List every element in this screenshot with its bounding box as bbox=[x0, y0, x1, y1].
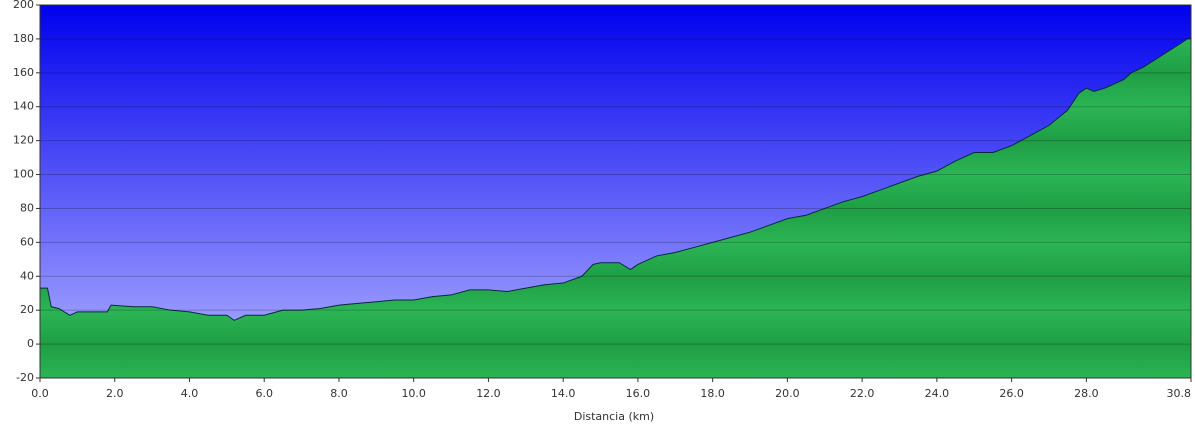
x-axis-label: Distancia (km) bbox=[574, 410, 654, 423]
y-tick-label: 140 bbox=[13, 100, 34, 113]
x-tick-label: 26.0 bbox=[999, 387, 1024, 400]
y-tick-label: 180 bbox=[13, 32, 34, 45]
y-tick-label: 80 bbox=[20, 201, 34, 214]
area-fill bbox=[40, 38, 1191, 379]
x-tick-label: 28.0 bbox=[1074, 387, 1099, 400]
x-tick-label: 8.0 bbox=[330, 387, 348, 400]
plot-border bbox=[39, 4, 1192, 379]
y-tick-label: 60 bbox=[20, 235, 34, 248]
x-tick-label: 2.0 bbox=[106, 387, 124, 400]
y-tick-label: 0 bbox=[27, 337, 34, 350]
y-tick-label: 40 bbox=[20, 269, 34, 282]
x-tick-label: 14.0 bbox=[551, 387, 576, 400]
x-tick-label: 6.0 bbox=[255, 387, 273, 400]
x-tick-label: 18.0 bbox=[700, 387, 725, 400]
y-tick-label: 120 bbox=[13, 134, 34, 147]
x-tick-label: 0.0 bbox=[31, 387, 49, 400]
y-tick-label: 100 bbox=[13, 168, 34, 181]
x-tick-label: 16.0 bbox=[626, 387, 651, 400]
x-tick-label: 22.0 bbox=[850, 387, 875, 400]
x-tick-label: 24.0 bbox=[925, 387, 950, 400]
x-tick-label: 30.8 bbox=[1167, 387, 1192, 400]
x-tick-label: 20.0 bbox=[775, 387, 800, 400]
x-tick-label: 10.0 bbox=[401, 387, 426, 400]
y-tick-label: 200 bbox=[13, 0, 34, 11]
x-tick-label: 4.0 bbox=[181, 387, 199, 400]
area-line bbox=[40, 38, 1191, 321]
y-tick-label: 20 bbox=[20, 303, 34, 316]
y-tick-label: -20 bbox=[16, 371, 34, 384]
y-tick-label: 160 bbox=[13, 66, 34, 79]
x-tick-label: 12.0 bbox=[476, 387, 501, 400]
